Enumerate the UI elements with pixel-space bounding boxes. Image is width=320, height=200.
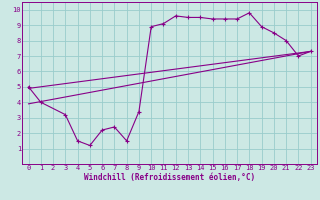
X-axis label: Windchill (Refroidissement éolien,°C): Windchill (Refroidissement éolien,°C): [84, 173, 255, 182]
